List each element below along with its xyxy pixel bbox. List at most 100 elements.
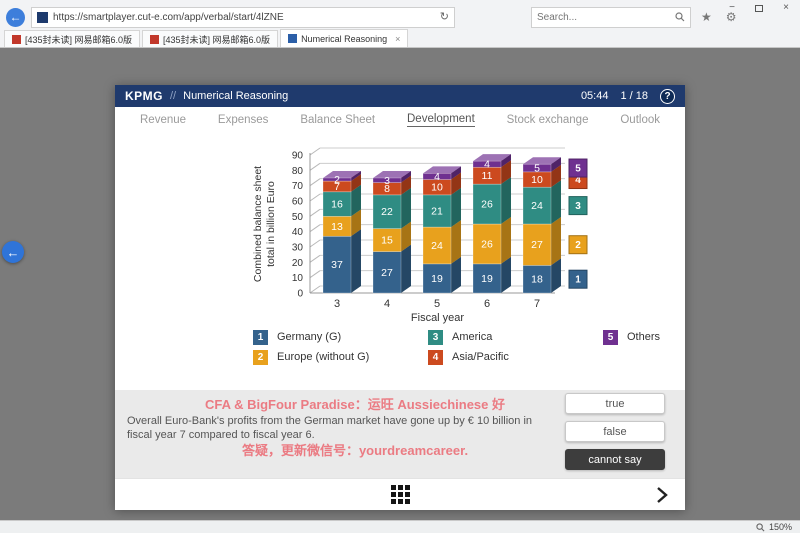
search-input[interactable] [537,11,671,23]
zoom-level[interactable]: 150% [768,522,792,532]
site-favicon-icon [37,11,48,23]
svg-text:2: 2 [575,240,581,251]
next-button[interactable] [655,486,669,504]
svg-text:2: 2 [334,174,340,186]
address-bar[interactable]: ↻ [31,6,455,28]
svg-text:1: 1 [575,275,581,286]
header-divider: // [170,90,177,102]
tab-label: Numerical Reasoning [301,33,388,44]
app-favicon-icon [288,34,298,43]
svg-text:3: 3 [334,298,340,310]
svg-text:5: 5 [575,164,581,175]
nav-tab-development[interactable]: Development [407,112,475,127]
svg-text:27: 27 [531,239,543,251]
svg-text:Fiscal year: Fiscal year [411,312,465,324]
answer-false-button[interactable]: false [565,421,665,442]
svg-text:37: 37 [331,259,343,271]
maximize-button[interactable] [753,2,765,14]
tab-close-icon[interactable]: × [395,33,401,44]
overview-grid-button[interactable] [390,485,410,504]
legend-label: Others [627,331,661,343]
legend-item-asia-pacific: 4 Asia/Pacific [428,347,603,367]
help-button[interactable]: ? [660,88,675,104]
url-input[interactable] [53,11,435,23]
search-box[interactable] [531,6,691,28]
back-arrow-icon: ← [9,10,22,24]
svg-text:24: 24 [431,240,443,252]
legend-label: Asia/Pacific [452,351,509,363]
svg-text:90: 90 [292,151,304,162]
svg-text:40: 40 [292,227,304,238]
svg-text:3: 3 [575,201,581,212]
tab-mail-2[interactable]: [435封未读] 网易邮箱6.0版 [142,30,279,47]
svg-text:4: 4 [575,175,581,186]
svg-text:total in billion Euro: total in billion Euro [265,181,277,267]
browser-back-button[interactable]: ← [6,7,25,27]
svg-text:5: 5 [534,163,540,175]
watermark-line-1: CFA & BigFour Paradise：运旺 Aussiechinese … [204,397,506,412]
legend-item-germany: 1 Germany (G) [253,327,428,347]
stacked-bar-chart: 0102030405060708090371316723271522834192… [252,147,588,324]
legend-label: America [452,331,493,343]
close-button[interactable]: × [783,2,789,13]
tab-bar: [435封未读] 网易邮箱6.0版 [435封未读] 网易邮箱6.0版 Nume… [0,29,800,47]
svg-text:6: 6 [484,298,490,310]
minimize-button[interactable]: − [729,2,735,13]
svg-text:26: 26 [481,199,493,211]
question-text: Overall Euro-Bank's profits from the Ger… [127,415,533,441]
nav-tab-outlook[interactable]: Outlook [620,113,660,126]
settings-gear-icon[interactable]: ⚙ [725,10,737,24]
header-right: 05:44 1 / 18 ? [580,88,675,104]
legend-swatch: 1 [253,329,268,345]
chart-legend: 1 Germany (G) 2 Europe (without G) 3 Ame… [253,327,685,367]
legend-item-america: 3 America [428,327,603,347]
zoom-icon [756,522,765,531]
legend-swatch: 5 [603,329,618,345]
legend-label: Germany (G) [277,331,342,343]
search-icon [675,12,685,22]
svg-text:60: 60 [292,197,304,208]
svg-text:19: 19 [481,273,493,285]
svg-text:7: 7 [334,181,340,193]
svg-text:10: 10 [292,273,304,284]
svg-text:13: 13 [331,221,343,233]
timer: 05:44 [580,90,609,102]
browser-chrome: ← ↻ ★ ⚙ − × [435封未读] 网易邮箱6.0版 [4 [0,0,800,48]
svg-text:Combined balance sheet: Combined balance sheet [252,166,264,282]
app-header: KPMG // Numerical Reasoning 05:44 1 / 18… [115,85,685,107]
svg-text:26: 26 [481,238,493,250]
nav-tab-stock-exchange[interactable]: Stock exchange [506,113,589,126]
favorites-star-icon[interactable]: ★ [701,10,712,24]
svg-text:30: 30 [292,243,304,254]
svg-text:50: 50 [292,212,304,223]
legend-item-europe: 2 Europe (without G) [253,347,428,367]
progress-counter: 1 / 18 [620,90,648,102]
legend-swatch: 2 [253,349,268,365]
svg-text:7: 7 [534,298,540,310]
svg-text:4: 4 [484,159,490,171]
tab-numerical-reasoning[interactable]: Numerical Reasoning × [280,29,409,47]
nav-tab-revenue[interactable]: Revenue [140,113,187,126]
answer-true-button[interactable]: true [565,393,665,414]
svg-text:4: 4 [434,171,440,183]
nav-tab-expenses[interactable]: Expenses [217,113,269,126]
nav-tab-balance-sheet[interactable]: Balance Sheet [300,113,376,126]
browser-statusbar: 150% [0,520,800,533]
svg-text:8: 8 [384,183,390,195]
legend-swatch: 3 [428,329,443,345]
page-title: Numerical Reasoning [183,90,289,102]
tab-label: [435封未读] 网易邮箱6.0版 [163,34,271,45]
svg-text:3: 3 [384,175,390,187]
svg-text:22: 22 [381,206,393,218]
watermark-line-2: 答疑，更新微信号：yourdreamcareer. [241,443,469,458]
tab-mail-1[interactable]: [435封未读] 网易邮箱6.0版 [4,30,141,47]
back-arrow-icon: ← [6,244,20,260]
svg-text:10: 10 [431,182,443,194]
window-controls: − × [726,2,792,14]
brand-logo: KPMG [125,89,163,103]
answer-cannot-say-button[interactable]: cannot say [565,449,665,470]
question-area: CFA & BigFour Paradise：运旺 Aussiechinese … [115,390,685,478]
refresh-icon[interactable]: ↻ [439,10,449,23]
svg-text:19: 19 [431,273,443,285]
previous-page-button[interactable]: ← [2,241,24,263]
